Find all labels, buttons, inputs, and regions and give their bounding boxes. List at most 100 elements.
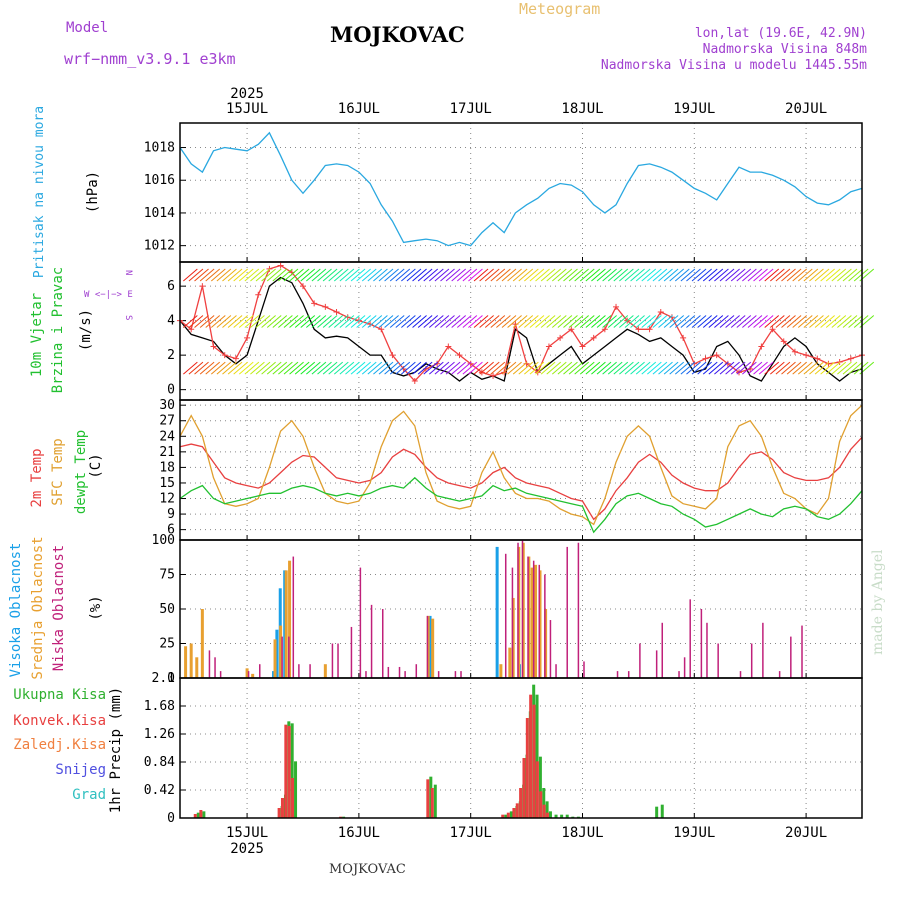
bar-srednja-oblacnost xyxy=(288,560,292,678)
wind-barb xyxy=(507,268,522,282)
wind-barb xyxy=(797,268,813,282)
wind-barb xyxy=(479,268,494,282)
bar-ukupna-kisa xyxy=(196,812,200,818)
bar-konvek-kisa xyxy=(506,812,510,818)
wind-barb xyxy=(238,361,254,375)
bar-konvek-kisa xyxy=(291,778,295,818)
wind-barb xyxy=(596,361,612,375)
bar-niska-oblacnost xyxy=(359,567,362,678)
wind-barb xyxy=(373,268,388,282)
bar-niska-oblacnost xyxy=(778,671,781,678)
wind-barb xyxy=(233,268,248,282)
y-tick-label: 75 xyxy=(159,568,175,583)
gust-point xyxy=(713,352,720,359)
wind-barb xyxy=(837,315,852,328)
wind-barb xyxy=(725,361,740,375)
wind-barb xyxy=(356,361,371,375)
bar-konvek-kisa xyxy=(277,808,281,818)
bar-srednja-oblacnost xyxy=(284,570,288,678)
wind-barb xyxy=(501,315,517,328)
wind-barb xyxy=(367,268,383,282)
gust-point xyxy=(333,309,340,316)
bar-konvek-kisa xyxy=(193,814,197,818)
bar-srednja-oblacnost xyxy=(279,625,283,678)
y-tick-label: 1014 xyxy=(144,206,175,221)
bar-ukupna-kisa xyxy=(565,814,569,818)
wind-barb xyxy=(389,361,405,375)
wind-barb xyxy=(714,268,729,282)
wind-barb xyxy=(697,315,712,328)
gust-point xyxy=(613,303,620,310)
wind-barb xyxy=(345,361,360,375)
wind-barb xyxy=(837,361,852,375)
gust-point xyxy=(456,352,463,359)
wind-barb xyxy=(792,315,808,328)
wind-barb xyxy=(546,315,562,328)
wind-barb xyxy=(428,361,444,375)
wind-barb xyxy=(266,268,282,282)
wind-barb xyxy=(440,315,455,328)
wind-barb xyxy=(417,268,433,282)
bar-niska-oblacnost xyxy=(616,671,619,678)
precip-legend-1: Konvek.Kisa xyxy=(13,713,106,729)
wind-barb xyxy=(674,361,690,375)
y-tick-label: 1012 xyxy=(144,239,175,254)
gust-point xyxy=(758,343,765,350)
wind-barb xyxy=(814,268,830,282)
bar-konvek-kisa xyxy=(545,812,549,818)
bar-ukupna-kisa xyxy=(294,761,298,818)
bar-niska-oblacnost xyxy=(454,671,457,678)
x-tick-label-top: 19JUL xyxy=(673,101,715,117)
bar-niska-oblacnost xyxy=(292,556,295,678)
wind-barb xyxy=(624,361,640,375)
wind-barb xyxy=(574,315,589,328)
gust-point xyxy=(199,283,206,290)
wind-barb xyxy=(423,361,439,375)
gust-point xyxy=(545,343,552,350)
wind-barb xyxy=(317,315,332,328)
bar-ukupna-kisa xyxy=(660,804,664,818)
wind-barb xyxy=(535,361,550,375)
x-tick-label-bottom: 16JUL xyxy=(338,825,380,841)
wind-barb xyxy=(339,268,355,282)
footer-station-name: MOJKOVAC xyxy=(329,862,406,877)
bar-srednja-oblacnost xyxy=(530,567,534,678)
y-tick-label: 6 xyxy=(167,279,175,294)
wind-barb xyxy=(395,315,411,328)
wind-barb xyxy=(333,268,349,282)
wind-barb xyxy=(518,268,534,282)
wind-barb xyxy=(216,268,232,282)
series-dewpt-temp xyxy=(179,476,863,534)
wind-barb xyxy=(261,268,276,282)
wind-barb xyxy=(250,315,265,328)
precip-legend-4: Grad xyxy=(72,787,106,803)
wind-barb xyxy=(792,268,808,282)
bar-niska-oblacnost xyxy=(555,664,557,678)
wind-barb xyxy=(803,268,819,282)
wind-barb xyxy=(630,361,645,375)
bar-ukupna-kisa xyxy=(542,788,546,818)
bar-niska-oblacnost xyxy=(219,671,222,678)
wind-barb xyxy=(781,268,796,282)
wind-barb xyxy=(652,268,668,282)
wind-barb xyxy=(350,268,366,282)
wind-barb xyxy=(412,268,427,282)
wind-barb xyxy=(769,268,785,282)
gust-point xyxy=(221,352,228,359)
wind-barb xyxy=(194,268,209,282)
wind-barb xyxy=(401,315,416,328)
wind-barb xyxy=(691,361,707,375)
wind-barb xyxy=(814,361,830,375)
panel-wind: 0 2 4 6 xyxy=(167,261,875,401)
y-tick-label: 1018 xyxy=(144,141,175,156)
wind-barb xyxy=(194,361,209,375)
wind-barb xyxy=(719,268,735,282)
lonlat-label: lon,lat (19.6E, 42.9N) xyxy=(694,26,867,41)
y-tick-label: 1016 xyxy=(144,173,175,188)
bar-ukupna-kisa xyxy=(545,801,549,818)
bar-srednja-oblacnost xyxy=(189,643,193,678)
wind-barb xyxy=(456,268,472,282)
gust-point xyxy=(244,334,251,341)
compass-s: S xyxy=(123,315,133,320)
wind-unit: (m/s) xyxy=(78,309,94,351)
